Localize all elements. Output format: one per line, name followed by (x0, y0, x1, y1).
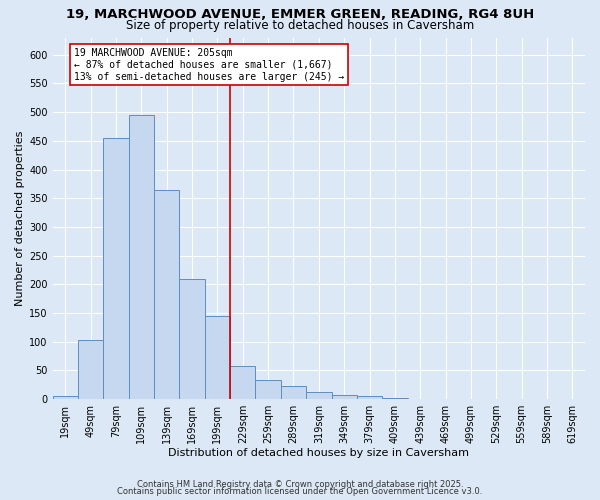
Bar (382, 398, 407, 399)
Bar (53, 396, 78, 399)
Bar (332, 394, 357, 399)
Bar (205, 316, 230, 399)
Text: 19, MARCHWOOD AVENUE, EMMER GREEN, READING, RG4 8UH: 19, MARCHWOOD AVENUE, EMMER GREEN, READI… (66, 8, 534, 20)
Y-axis label: Number of detached properties: Number of detached properties (15, 130, 25, 306)
X-axis label: Distribution of detached houses by size in Caversham: Distribution of detached houses by size … (169, 448, 469, 458)
Bar (407, 398, 433, 399)
Bar (281, 386, 306, 399)
Text: 19 MARCHWOOD AVENUE: 205sqm
← 87% of detached houses are smaller (1,667)
13% of : 19 MARCHWOOD AVENUE: 205sqm ← 87% of det… (74, 48, 344, 82)
Bar (78, 340, 103, 399)
Text: Contains public sector information licensed under the Open Government Licence v3: Contains public sector information licen… (118, 487, 482, 496)
Bar (306, 392, 332, 399)
Bar (256, 380, 281, 399)
Text: Contains HM Land Registry data © Crown copyright and database right 2025.: Contains HM Land Registry data © Crown c… (137, 480, 463, 489)
Bar (154, 190, 179, 399)
Bar (103, 138, 129, 399)
Bar (129, 115, 154, 399)
Bar (179, 278, 205, 399)
Text: Size of property relative to detached houses in Caversham: Size of property relative to detached ho… (126, 19, 474, 32)
Bar (357, 396, 382, 399)
Bar (230, 366, 256, 399)
